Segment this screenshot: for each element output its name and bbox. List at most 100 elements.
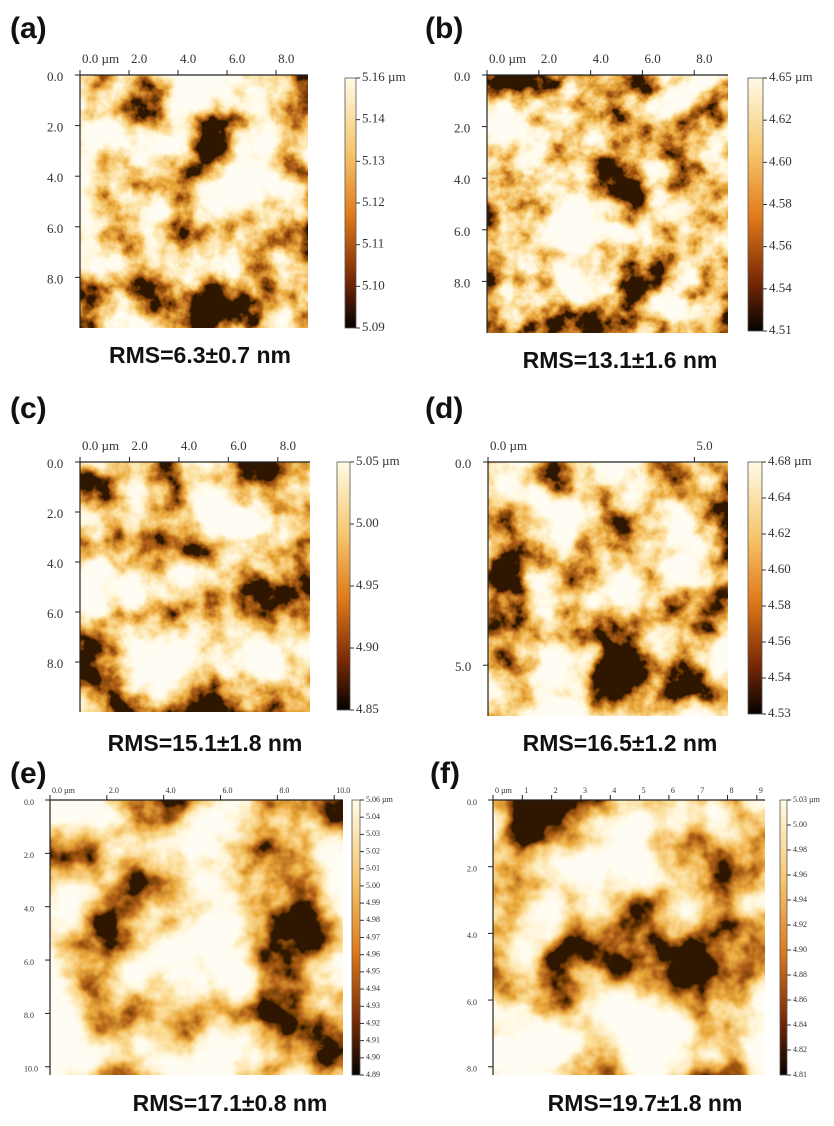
y-tick-label: 0.0 [454,69,470,84]
x-tick-label: 9 [759,786,763,795]
colorbar-tick-label: 4.96 [793,870,807,879]
y-tick-label: 0.0 [24,798,34,807]
x-tick-label: 6.0 [223,786,233,795]
colorbar-tick-label: 4.58 [768,597,791,612]
colorbar-tick-label: 4.92 [366,1018,380,1027]
x-tick-label: 6 [671,786,675,795]
y-tick-label: 4.0 [47,556,63,571]
y-tick-label: 8.0 [47,271,63,286]
colorbar-tick-label: 4.98 [366,915,380,924]
x-tick-label: 10.0 [336,786,350,795]
colorbar [779,799,788,1076]
colorbar-tick-label: 5.12 [362,194,385,209]
colorbar [747,77,764,332]
x-tick-label: 2.0 [131,51,147,66]
colorbar-tick-label: 4.93 [366,1001,380,1010]
x-tick-label: 0.0 µm [489,51,526,66]
x-tick-label: 4 [612,786,616,795]
x-tick-label: 4.0 [166,786,176,795]
x-tick-label: 8.0 [696,51,712,66]
panel-label: (e) [10,757,47,790]
colorbar-tick-label: 4.90 [366,1053,380,1062]
colorbar-tick-label: 5.09 [362,319,385,334]
x-tick-label: 8.0 [279,786,289,795]
afm-image [493,800,765,1075]
y-tick-label: 2.0 [47,506,63,521]
colorbar-tick-label: 5.03 [366,829,380,838]
panel-label: (b) [425,12,463,45]
afm-image [487,75,728,333]
rms-caption: RMS=6.3±0.7 nm [109,342,291,368]
colorbar-tick-label: 4.96 [366,950,380,959]
colorbar-tick-label: 5.16 µm [362,69,406,84]
y-tick-label: 6.0 [47,606,63,621]
colorbar-tick-label: 5.05 µm [356,453,400,468]
y-tick-label: 0.0 [467,798,477,807]
y-tick-label: 6.0 [24,958,34,967]
x-tick-label: 1 [524,786,528,795]
colorbar-tick-label: 4.84 [793,1020,807,1029]
rms-caption: RMS=19.7±1.8 nm [548,1090,743,1116]
colorbar [336,461,351,711]
x-tick-label: 4.0 [593,51,609,66]
y-tick-label: 8.0 [454,275,470,290]
colorbar-tick-label: 4.94 [366,984,380,993]
colorbar-tick-label: 5.03 µm [793,795,821,804]
colorbar-tick-label: 5.13 [362,152,385,167]
colorbar-tick-label: 4.95 [356,577,379,592]
y-tick-label: 4.0 [47,170,63,185]
colorbar-tick-label: 5.14 [362,111,385,126]
x-tick-label: 0 µm [495,786,513,795]
y-tick-label: 4.0 [24,905,34,914]
y-tick-label: 2.0 [467,865,477,874]
y-tick-label: 6.0 [47,221,63,236]
panel-label: (d) [425,392,463,425]
y-tick-label: 2.0 [24,851,34,860]
colorbar-tick-label: 4.54 [768,669,791,684]
x-tick-label: 0.0 µm [82,438,119,453]
y-tick-label: 6.0 [467,998,477,1007]
colorbar-tick-label: 4.92 [793,920,807,929]
x-tick-label: 4.0 [180,51,196,66]
y-tick-label: 2.0 [454,121,470,136]
colorbar-tick-label: 5.00 [366,881,380,890]
colorbar-tick-label: 4.56 [768,633,791,648]
x-tick-label: 6.0 [644,51,660,66]
colorbar-tick-label: 5.02 [366,846,380,855]
colorbar-tick-label: 4.98 [793,845,807,854]
colorbar-tick-label: 4.60 [768,561,791,576]
x-tick-label: 6.0 [229,51,245,66]
x-tick-label: 0.0 µm [82,51,119,66]
colorbar-tick-label: 4.90 [793,945,807,954]
colorbar-tick-label: 4.91 [366,1035,380,1044]
rms-caption: RMS=13.1±1.6 nm [523,347,718,373]
panel-label: (c) [10,392,47,425]
y-tick-label: 6.0 [454,224,470,239]
colorbar-tick-label: 4.62 [768,525,791,540]
x-tick-label: 5.0 [696,438,712,453]
colorbar-tick-label: 4.64 [768,489,791,504]
colorbar-tick-label: 5.11 [362,236,384,251]
colorbar-tick-label: 4.90 [356,639,379,654]
colorbar-tick-label: 4.85 [356,701,379,716]
colorbar-tick-label: 4.51 [769,322,792,337]
rms-caption: RMS=16.5±1.2 nm [523,730,718,756]
rms-caption: RMS=15.1±1.8 nm [108,730,303,756]
colorbar-tick-label: 5.00 [356,515,379,530]
colorbar [747,461,763,715]
colorbar-tick-label: 4.88 [793,970,807,979]
y-tick-label: 0.0 [47,69,63,84]
y-tick-label: 4.0 [454,172,470,187]
colorbar-tick-label: 4.81 [793,1070,807,1079]
y-tick-label: 2.0 [47,120,63,135]
y-tick-label: 0.0 [47,456,63,471]
x-tick-label: 6.0 [230,438,246,453]
x-tick-label: 0.0 µm [490,438,527,453]
afm-image [80,75,308,328]
colorbar-tick-label: 4.58 [769,195,792,210]
y-tick-label: 0.0 [455,456,471,471]
x-tick-label: 5 [642,786,646,795]
x-tick-label: 2.0 [131,438,147,453]
x-tick-label: 2 [554,786,558,795]
